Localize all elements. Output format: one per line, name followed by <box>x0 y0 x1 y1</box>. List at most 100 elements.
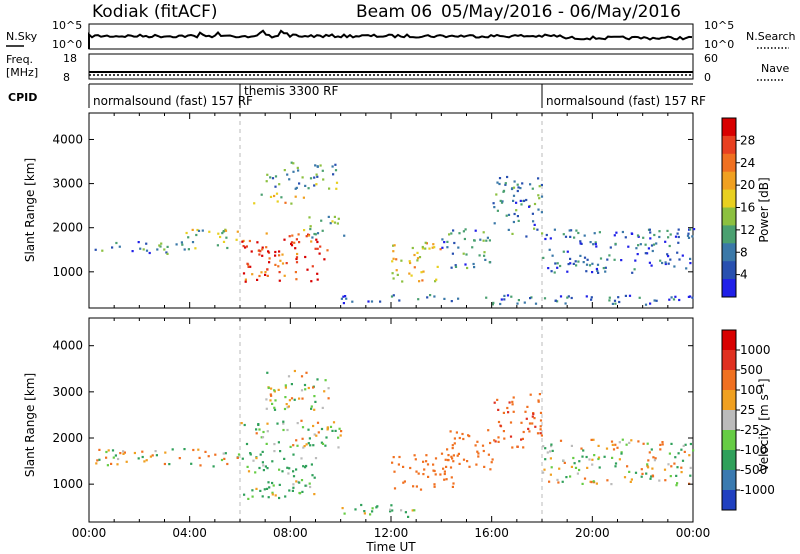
echo-pixel <box>265 180 268 183</box>
echo-pixel <box>312 386 315 389</box>
echo-pixel <box>418 280 421 283</box>
freq-unit-label: [MHz] <box>6 66 38 79</box>
echo-pixel <box>298 481 301 484</box>
echo-pixel <box>590 298 593 301</box>
echo-pixel <box>579 254 582 257</box>
echo-pixel <box>669 233 672 236</box>
echo-pixel <box>573 462 576 465</box>
echo-pixel <box>565 476 568 479</box>
echo-pixel <box>676 482 679 485</box>
echo-pixel <box>646 442 649 445</box>
echo-pixel <box>145 242 148 245</box>
echo-pixel <box>673 265 676 268</box>
echo-pixel <box>402 465 405 468</box>
echo-pixel <box>298 241 301 244</box>
echo-pixel <box>195 233 198 237</box>
echo-pixel <box>517 299 520 302</box>
echo-pixel <box>274 254 277 257</box>
echo-pixel <box>316 378 319 381</box>
echo-pixel <box>283 169 286 172</box>
echo-pixel <box>433 483 436 486</box>
echo-pixel <box>404 511 407 514</box>
echo-pixel <box>611 302 614 305</box>
echo-pixel <box>290 241 294 244</box>
echo-pixel <box>268 257 271 260</box>
echo-pixel <box>652 243 656 246</box>
echo-pixel <box>682 444 685 447</box>
echo-pixel <box>558 467 561 470</box>
echo-pixel <box>623 476 627 479</box>
echo-pixel <box>390 504 393 507</box>
echo-pixel <box>474 229 477 232</box>
echo-pixel <box>303 229 306 232</box>
echo-pixel <box>497 440 500 443</box>
echo-pixel <box>528 422 532 425</box>
echo-pixel <box>222 240 226 243</box>
echo-pixel <box>502 189 506 192</box>
echo-pixel <box>455 431 458 434</box>
echo-pixel <box>371 507 374 510</box>
echo-pixel <box>448 233 451 236</box>
echo-pixel <box>321 442 325 445</box>
echo-pixel <box>293 398 296 401</box>
echo-pixel <box>190 462 193 465</box>
echo-pixel <box>258 253 261 256</box>
echo-pixel <box>620 259 623 262</box>
echo-pixel <box>288 467 291 470</box>
echo-pixel <box>278 183 281 186</box>
echo-pixel <box>525 198 528 202</box>
cpid-segment-label: normalsound (fast) 157 RF <box>93 94 253 108</box>
echo-pixel <box>96 459 99 462</box>
echo-pixel <box>457 297 460 300</box>
echo-pixel <box>661 261 664 265</box>
echo-pixel <box>449 466 453 469</box>
echo-pixel <box>613 234 616 237</box>
echo-pixel <box>282 420 285 423</box>
echo-pixel <box>451 485 454 488</box>
echo-pixel <box>670 442 673 445</box>
echo-pixel <box>443 472 446 476</box>
echo-pixel <box>122 452 125 455</box>
echo-pixel <box>326 428 329 431</box>
echo-pixel <box>574 466 578 469</box>
echo-pixel <box>586 466 589 469</box>
echo-pixel <box>316 278 319 281</box>
echo-pixel <box>464 228 467 231</box>
echo-pixel <box>650 244 654 247</box>
echo-pixel <box>274 175 278 178</box>
echo-pixel <box>550 443 553 446</box>
echo-pixel <box>648 261 651 264</box>
echo-pixel <box>392 294 395 297</box>
echo-pixel <box>163 462 166 466</box>
echo-pixel <box>307 234 310 237</box>
echo-pixel <box>613 258 616 261</box>
echo-pixel <box>620 452 623 455</box>
echo-pixel <box>267 250 270 253</box>
echo-pixel <box>464 263 467 266</box>
echo-pixel <box>556 478 559 481</box>
echo-pixel <box>576 472 579 475</box>
echo-pixel <box>296 252 299 256</box>
echo-pixel <box>354 508 357 511</box>
echo-pixel <box>329 425 333 428</box>
echo-pixel <box>323 258 326 261</box>
colorbar-tick-label: 4 <box>740 268 748 282</box>
echo-pixel <box>538 197 541 200</box>
echo-pixel <box>181 243 184 246</box>
echo-pixel <box>672 298 676 301</box>
echo-pixel <box>482 239 485 242</box>
power-panel: 1000 2000 3000 4000 <box>52 112 696 309</box>
echo-pixel <box>441 238 444 241</box>
echo-pixel <box>265 398 268 401</box>
echo-pixel <box>334 169 338 172</box>
echo-pixel <box>531 415 534 418</box>
echo-pixel <box>379 300 382 303</box>
echo-pixel <box>226 246 229 250</box>
echo-pixel <box>340 297 343 300</box>
echo-pixel <box>250 250 253 253</box>
echo-pixel <box>266 173 269 176</box>
echo-pixel <box>633 268 636 271</box>
echo-pixel <box>434 280 437 283</box>
echo-pixel <box>403 480 406 483</box>
